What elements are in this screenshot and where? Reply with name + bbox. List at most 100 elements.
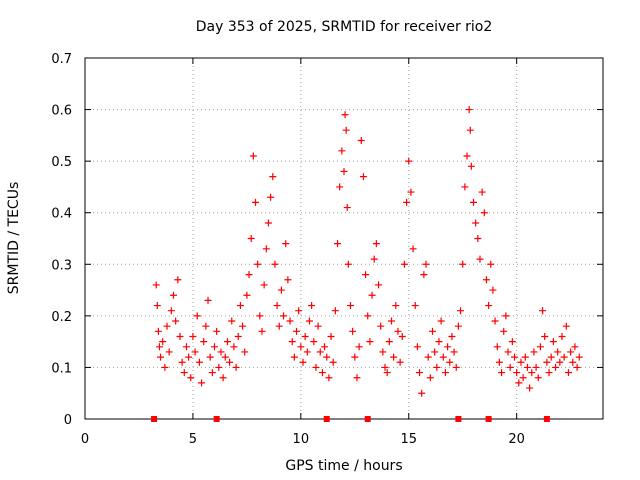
data-point <box>318 369 326 377</box>
data-point <box>567 348 575 356</box>
data-point <box>200 338 208 346</box>
data-point <box>515 379 523 387</box>
data-point <box>547 353 555 361</box>
zero-marker <box>213 416 220 422</box>
data-point <box>476 255 484 263</box>
data-point <box>409 245 417 253</box>
data-point <box>191 348 199 356</box>
data-point <box>323 353 331 361</box>
data-point <box>480 209 488 217</box>
data-point <box>573 363 581 371</box>
data-point <box>316 348 324 356</box>
data-point <box>236 302 244 310</box>
data-point <box>342 126 350 134</box>
data-point <box>353 374 361 382</box>
data-point <box>299 358 307 366</box>
y-tick-label: 0.3 <box>51 258 72 273</box>
data-point <box>400 260 408 268</box>
data-point <box>398 332 406 340</box>
data-point <box>463 152 471 160</box>
data-point <box>381 363 389 371</box>
data-point <box>206 353 214 361</box>
data-point <box>459 260 467 268</box>
data-point <box>336 183 344 191</box>
data-point <box>308 302 316 310</box>
data-point <box>470 198 477 206</box>
x-tick-label: 5 <box>189 432 197 447</box>
y-tick-label: 0.4 <box>51 207 72 222</box>
data-point <box>362 271 370 279</box>
data-point <box>541 332 549 340</box>
data-point <box>523 363 531 371</box>
data-point <box>387 317 395 325</box>
data-point <box>252 198 260 206</box>
data-point <box>467 162 475 170</box>
data-point <box>392 302 400 310</box>
data-point <box>167 307 175 315</box>
data-point <box>297 343 305 351</box>
data-point <box>487 260 495 268</box>
data-point <box>407 188 415 196</box>
data-point <box>341 111 349 119</box>
data-point <box>355 343 363 351</box>
data-point <box>545 369 553 377</box>
data-point <box>472 219 480 227</box>
data-point <box>245 271 253 279</box>
data-point <box>293 327 301 335</box>
data-point <box>264 219 272 227</box>
data-point <box>564 369 572 377</box>
data-point <box>504 348 512 356</box>
data-point <box>219 374 227 382</box>
data-point <box>357 137 365 145</box>
data-point <box>543 358 551 366</box>
data-point <box>187 374 195 382</box>
data-point <box>208 369 216 377</box>
zero-marker <box>151 416 158 422</box>
data-point <box>560 353 568 361</box>
y-tick-label: 0.2 <box>51 310 72 325</box>
data-point <box>310 338 318 346</box>
data-point <box>290 353 298 361</box>
data-point <box>174 276 182 284</box>
data-point <box>454 322 462 330</box>
data-point <box>411 302 419 310</box>
data-point <box>329 358 337 366</box>
data-point <box>466 126 474 134</box>
data-point <box>375 281 383 289</box>
y-tick-label: 0.6 <box>51 104 72 119</box>
data-point <box>153 302 161 310</box>
data-point <box>215 363 223 371</box>
data-point <box>461 183 469 191</box>
data-point <box>182 343 190 351</box>
data-point <box>155 343 163 351</box>
zero-marker <box>364 416 371 422</box>
data-point <box>465 106 473 114</box>
data-point <box>575 353 583 361</box>
data-point <box>334 240 342 248</box>
data-point <box>452 363 460 371</box>
data-point <box>552 363 560 371</box>
chart-title: Day 353 of 2025, SRMTID for receiver rio… <box>196 19 493 35</box>
data-point <box>273 302 281 310</box>
data-point <box>428 327 436 335</box>
data-point <box>500 327 508 335</box>
data-point <box>204 296 212 304</box>
data-point <box>178 358 186 366</box>
data-point <box>457 307 465 315</box>
data-point <box>372 240 380 248</box>
data-point <box>267 193 275 201</box>
data-point <box>359 173 367 181</box>
data-point <box>448 332 456 340</box>
data-point <box>277 286 285 294</box>
y-tick-label: 0.7 <box>51 52 72 67</box>
y-tick-label: 0.1 <box>51 361 72 376</box>
data-point <box>366 338 374 346</box>
data-point <box>539 307 547 315</box>
x-tick-label: 15 <box>400 432 417 447</box>
data-point <box>260 281 268 289</box>
axis-ticks: 0 0.1 0.2 0.3 0.4 0.5 0.6 0.7 0 5 10 15 20 <box>51 52 603 447</box>
grid-lines <box>85 58 603 419</box>
data-point <box>223 338 231 346</box>
y-axis-label: SRMTID / TECUs <box>6 182 22 295</box>
data-point <box>221 353 229 361</box>
